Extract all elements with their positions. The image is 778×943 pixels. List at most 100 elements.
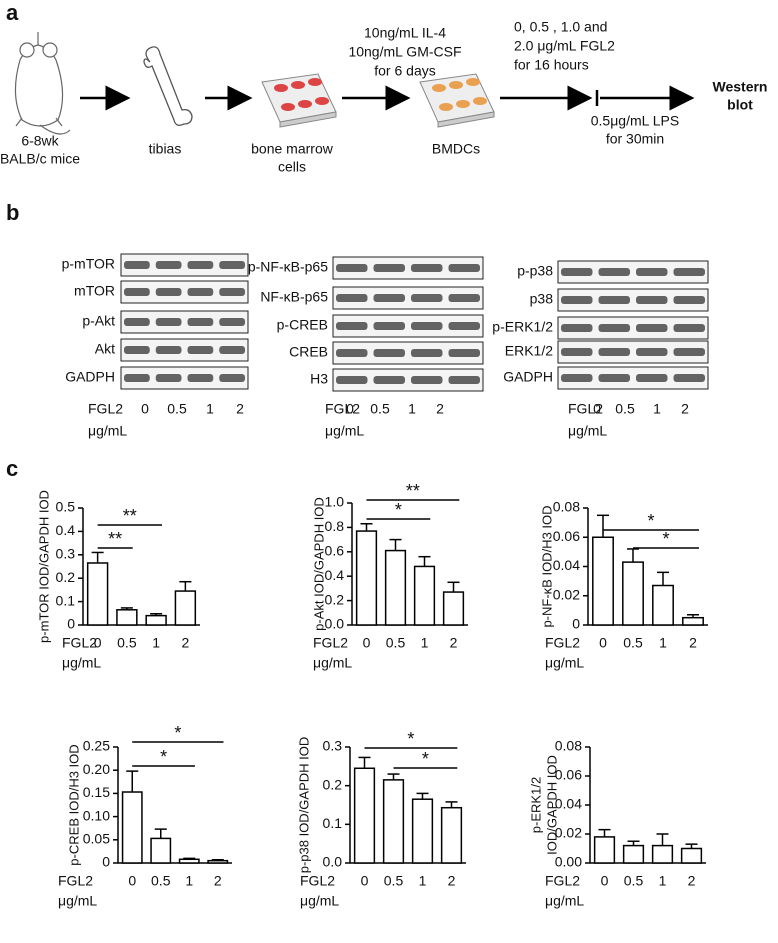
blot-band: [673, 296, 705, 304]
y-tick-label: 0.10: [83, 807, 110, 823]
x-axis-title: FGL2: [88, 401, 123, 417]
blot-box: [332, 314, 484, 338]
x-tick-label: 1: [421, 635, 429, 651]
y-tick-label: 0.05: [83, 831, 110, 847]
significance-label: *: [662, 529, 669, 549]
bar: [622, 561, 644, 626]
x-tick-label: 0: [363, 635, 371, 651]
protein-label: CREB: [289, 344, 328, 360]
blot-band: [673, 324, 705, 332]
x-tick-label: 1: [152, 635, 160, 651]
blot-band: [673, 374, 705, 382]
y-tick-label: 0.0: [325, 616, 345, 632]
blot-band: [155, 261, 182, 269]
significance-label: **: [123, 506, 137, 526]
x-axis-title: μg/mL: [545, 893, 584, 909]
blot-band: [373, 376, 405, 384]
significance-label: **: [406, 481, 420, 501]
y-axis-title: p-NF-κB IOD/H3 IOD: [539, 505, 554, 627]
step-label: 0, 0.5 , 1.0 and: [514, 19, 607, 35]
step-label: cells: [278, 159, 306, 175]
y-tick-label: 0.1: [323, 815, 343, 831]
step-label: for 6 days: [374, 63, 435, 79]
blot-band: [336, 264, 368, 272]
bar: [121, 791, 143, 864]
blot-band: [561, 348, 593, 356]
step-label: for 30min: [606, 131, 664, 147]
y-tick-label: 0.02: [553, 586, 580, 602]
blot-band: [373, 349, 405, 357]
step-label: tibias: [149, 141, 182, 157]
blot-box: [557, 340, 709, 364]
y-tick-label: 0.06: [555, 767, 582, 783]
blot-band: [636, 374, 668, 382]
protein-label: H3: [310, 371, 328, 387]
blot-band: [598, 268, 630, 276]
x-axis-title: FGL2: [300, 873, 335, 889]
blot-band: [411, 349, 443, 357]
blot-band: [219, 261, 245, 269]
y-tick-label: 0.08: [553, 499, 580, 515]
bar: [353, 767, 376, 864]
protein-label: p-NF-κB-p65: [248, 259, 328, 275]
blot-band: [636, 268, 668, 276]
blot-box: [332, 341, 484, 365]
y-tick-label: 0.4: [56, 522, 76, 538]
significance-label: **: [108, 529, 122, 549]
step-label: 6-8wk: [21, 133, 59, 149]
blot-band: [636, 324, 668, 332]
lane-label: 0: [141, 401, 149, 417]
x-tick-label: 2: [448, 873, 456, 889]
blot-box: [332, 256, 484, 280]
y-tick-label: 0.1: [56, 592, 76, 608]
blot-band: [448, 322, 480, 330]
bar: [150, 837, 172, 864]
protein-label: p-CREB: [277, 317, 328, 333]
plate-icon: [419, 73, 495, 128]
y-tick-label: 1.0: [325, 494, 345, 510]
y-tick-label: 0.20: [83, 761, 110, 777]
blot-band: [124, 288, 150, 296]
step-label: 10ng/mL IL-4: [364, 25, 446, 41]
significance-label: *: [174, 723, 181, 743]
protein-label: Akt: [95, 341, 115, 357]
blot-band: [219, 374, 245, 382]
step-label: for 16 hours: [514, 57, 589, 73]
x-axis-title: μg/mL: [313, 655, 352, 671]
blot-box: [332, 286, 484, 310]
x-axis-title: μg/mL: [300, 893, 339, 909]
bar: [178, 858, 200, 864]
bar: [174, 590, 197, 626]
y-tick-label: 0.04: [555, 796, 582, 812]
blot-box: [120, 280, 249, 304]
protein-label: mTOR: [74, 283, 115, 299]
blot-box: [120, 366, 249, 390]
protein-label: p-Akt: [82, 313, 115, 329]
lane-label: 1: [408, 401, 416, 417]
lane-label: 0.5: [167, 401, 187, 417]
y-tick-label: 0.25: [83, 738, 110, 754]
x-axis-title: FGL2: [62, 635, 97, 651]
significance-label: *: [422, 749, 429, 769]
bar: [442, 591, 465, 626]
arrows: [80, 85, 695, 111]
blot-band: [219, 346, 245, 354]
protein-label: GADPH: [65, 369, 115, 385]
y-tick-label: 0.2: [325, 591, 345, 607]
x-tick-label: 0: [601, 873, 609, 889]
protein-label: ERK1/2: [505, 343, 553, 359]
blot-band: [373, 264, 405, 272]
blot-band: [411, 322, 443, 330]
blot-band: [448, 264, 480, 272]
bar: [411, 798, 434, 864]
blot-band: [411, 264, 443, 272]
protein-label: NF-κB-p65: [260, 289, 328, 305]
y-tick-label: 0.0: [323, 854, 343, 870]
x-tick-label: 0.5: [386, 635, 406, 651]
blot-band: [336, 376, 368, 384]
y-tick-label: 0.00: [555, 854, 582, 870]
bar: [413, 565, 436, 626]
lane-label: 2: [436, 401, 444, 417]
x-tick-label: 0.5: [151, 873, 171, 889]
